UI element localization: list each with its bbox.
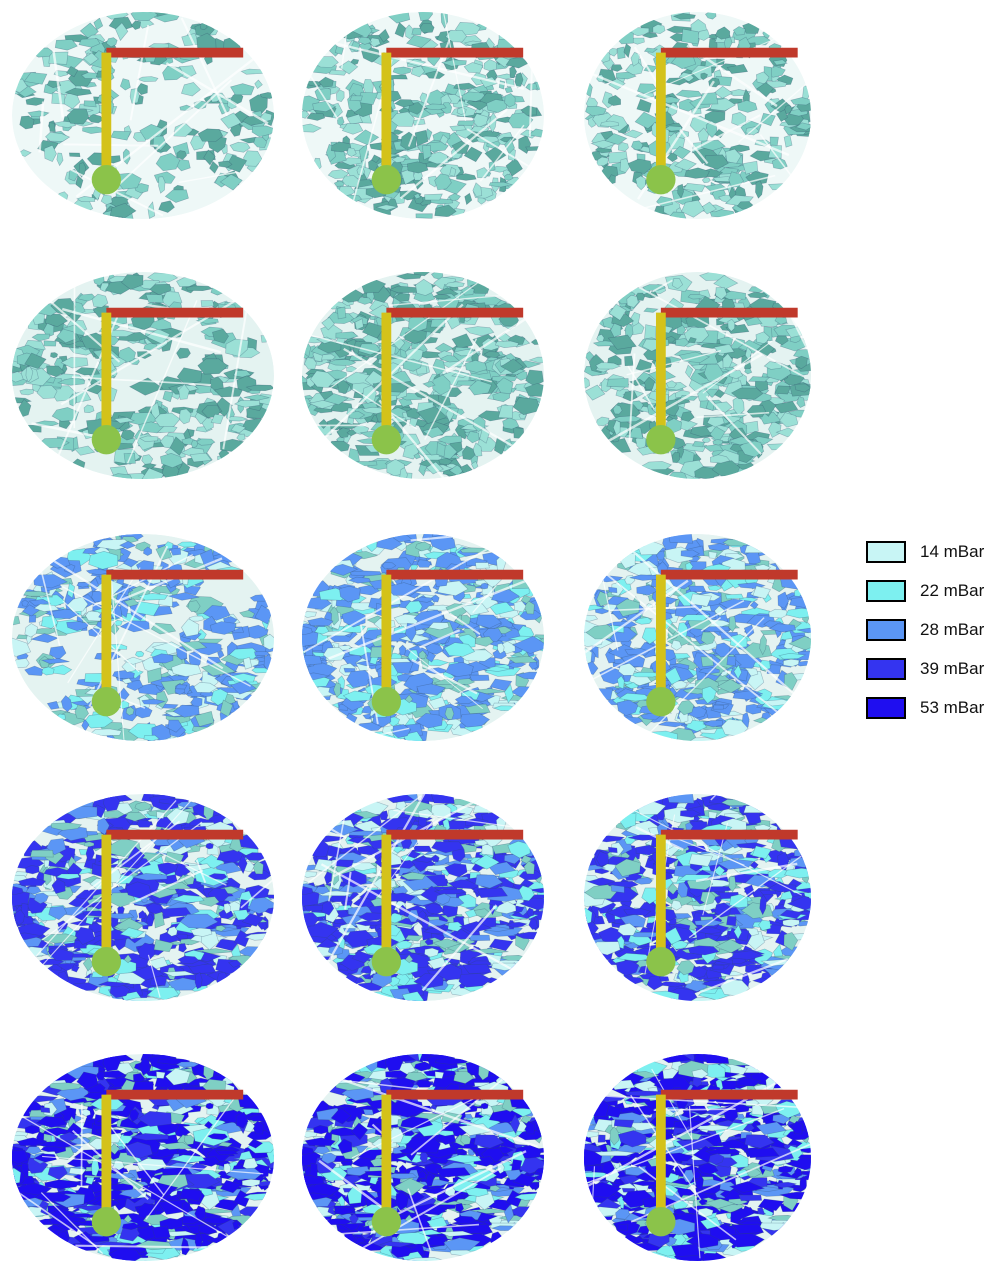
rock-sample-render	[8, 8, 278, 223]
orientation-axis-icon	[320, 254, 570, 469]
rock-sample-render	[298, 268, 548, 483]
rock-sample-render	[298, 530, 548, 745]
rock-sample-render	[580, 268, 815, 483]
sample-grid	[0, 0, 830, 1262]
orientation-axis-icon	[602, 254, 837, 469]
orientation-axis-icon	[602, 516, 837, 731]
orientation-axis-icon	[320, 516, 570, 731]
rock-particle	[17, 635, 28, 639]
rock-sample-render	[8, 790, 278, 1005]
rock-sample-render	[580, 8, 815, 223]
orientation-axis-icon	[30, 254, 300, 469]
orientation-axis-icon	[602, 776, 837, 991]
orientation-axis-icon	[30, 776, 300, 991]
rock-sample-render	[580, 790, 815, 1005]
rock-particle	[298, 655, 322, 665]
orientation-axis-icon	[30, 0, 300, 209]
rock-particle	[416, 214, 433, 219]
orientation-axis-icon	[30, 516, 300, 731]
rock-sample-render	[8, 530, 278, 745]
rock-sample-render	[580, 530, 815, 745]
orientation-axis-icon	[320, 0, 570, 209]
orientation-axis-icon	[602, 0, 837, 209]
orientation-axis-icon	[320, 776, 570, 991]
rock-sample-render	[298, 790, 548, 1005]
rock-sample-render	[298, 8, 548, 223]
fracture-line	[10, 938, 12, 967]
rock-particle	[11, 616, 20, 625]
rock-sample-render	[8, 268, 278, 483]
rock-sample-render	[8, 1050, 278, 1265]
